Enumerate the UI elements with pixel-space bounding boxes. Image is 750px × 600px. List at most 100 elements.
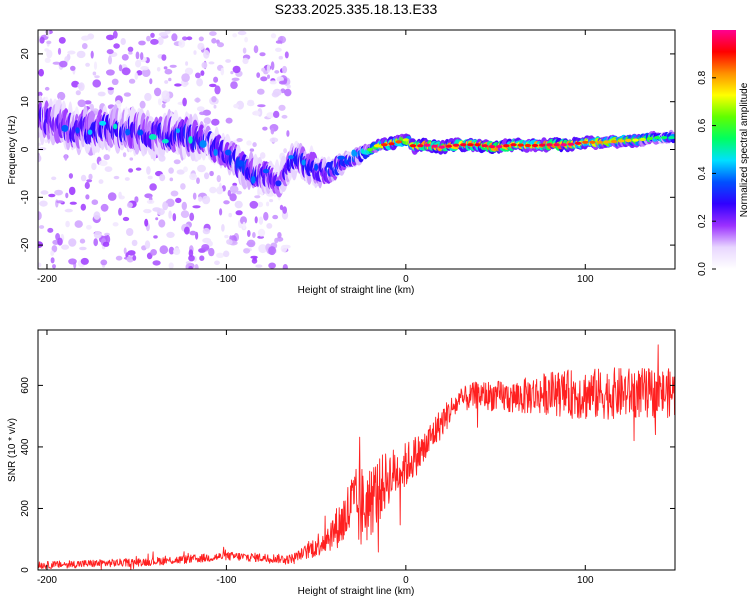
spectrogram-ridge-core bbox=[567, 142, 575, 146]
spectrogram-ridge-blob bbox=[99, 120, 107, 126]
spectrogram-ridge-core bbox=[417, 144, 424, 148]
spectrogram-noise-blob bbox=[220, 67, 225, 76]
spectrogram-noise-blob bbox=[168, 167, 174, 174]
spectrogram-ridge-blob bbox=[162, 138, 169, 144]
spectrogram-noise-blob bbox=[188, 255, 195, 262]
spectrogram-noise-blob bbox=[39, 200, 48, 207]
spectrogram-noise-blob bbox=[91, 162, 97, 171]
spectrogram-ridge-core bbox=[460, 143, 467, 147]
spectrogram-ridge-core bbox=[589, 140, 596, 144]
colorbar-label: Normalized spectral amplitude bbox=[739, 82, 750, 217]
spectrogram-noise-blob bbox=[106, 69, 115, 76]
spectrogram-noise-blob bbox=[154, 87, 162, 97]
colorbar-tick: 0.2 bbox=[697, 214, 708, 228]
spectrogram-noise-blob bbox=[169, 64, 177, 68]
spectrogram-noise-blob bbox=[164, 80, 169, 84]
spectrogram-noise-blob bbox=[196, 177, 200, 184]
spectrogram-noise-blob bbox=[84, 100, 92, 105]
spectrogram-noise-blob bbox=[48, 193, 56, 198]
spectrogram-noise-blob bbox=[70, 65, 76, 71]
spectrogram-noise-blob bbox=[229, 185, 239, 193]
spectrogram-noise-blob bbox=[278, 55, 283, 60]
spectrogram-noise-blob bbox=[161, 54, 167, 61]
spectrogram-noise-blob bbox=[166, 231, 175, 238]
spectrogram-noise-blob bbox=[52, 264, 56, 269]
spectrogram-noise-blob bbox=[266, 223, 273, 229]
spectrogram-ridge-core bbox=[409, 144, 417, 148]
spectrogram-noise-blob bbox=[218, 182, 222, 192]
spectrogram-noise-blob bbox=[44, 139, 48, 143]
spectrogram-noise-blob bbox=[270, 61, 275, 71]
spectrogram-noise-blob bbox=[246, 101, 255, 107]
spectrogram-ridge-core bbox=[503, 144, 510, 148]
spectrogram-noise-blob bbox=[240, 216, 247, 225]
spectrogram-noise-blob bbox=[57, 237, 63, 246]
spectrogram-noise-blob bbox=[270, 33, 277, 39]
spectrogram-noise-blob bbox=[232, 33, 238, 38]
spectrogram-ridge-core bbox=[560, 143, 567, 147]
spectrogram-ridge-core bbox=[524, 143, 532, 148]
spectrogram-noise-blob bbox=[213, 76, 219, 83]
spectrogram-noise-blob bbox=[217, 42, 224, 48]
spectrogram-noise-blob bbox=[147, 175, 153, 180]
spectrogram-ridge-core bbox=[445, 144, 453, 148]
spectrogram-noise-blob bbox=[68, 238, 77, 247]
spectrogram-ridge-blob bbox=[224, 149, 232, 156]
spectrogram-ridge-core bbox=[646, 136, 654, 141]
spectrogram-noise-blob bbox=[149, 183, 157, 191]
spectrogram-noise-blob bbox=[104, 166, 113, 173]
spectrogram-ridge-core bbox=[381, 143, 388, 147]
snr-axes: -200 -100 0 100 0 200 400 600 bbox=[20, 330, 675, 586]
spectrogram-noise-blob bbox=[88, 173, 93, 180]
spectrogram-ytick: -10 bbox=[20, 190, 31, 205]
spectrogram-ridge-blob bbox=[337, 155, 346, 160]
spectrogram-noise-blob bbox=[65, 192, 69, 199]
snr-ylabel: SNR (10 * v/v) bbox=[7, 418, 18, 482]
spectrogram-noise-blob bbox=[103, 154, 110, 161]
spectrogram-ridge-blob bbox=[237, 160, 244, 167]
spectrogram-noise-blob bbox=[214, 260, 220, 266]
spectrogram-noise-blob bbox=[112, 222, 119, 227]
spectrogram-noise-blob bbox=[223, 250, 230, 258]
spectrogram-ridge-core bbox=[517, 143, 524, 147]
spectrogram-noise-blob bbox=[278, 80, 287, 85]
spectrogram-noise-blob bbox=[224, 234, 229, 239]
spectrogram-noise-blob bbox=[106, 49, 114, 55]
spectrogram-noise-blob bbox=[211, 38, 217, 44]
spectrogram-xlabel: Height of straight line (km) bbox=[298, 285, 415, 296]
spectrogram-noise-blob bbox=[199, 111, 206, 116]
spectrogram-noise-blob bbox=[198, 196, 203, 202]
spectrogram-ridge-core bbox=[539, 143, 546, 147]
spectrogram-noise-blob bbox=[128, 168, 134, 173]
spectrogram-noise-blob bbox=[249, 148, 255, 152]
spectrogram-ridge-blob bbox=[262, 168, 269, 174]
snr-series-line bbox=[38, 344, 675, 570]
spectrogram-noise-blob bbox=[127, 250, 136, 256]
spectrogram-noise-blob bbox=[221, 224, 225, 232]
spectrogram-noise-blob bbox=[131, 239, 138, 247]
spectrogram-noise-blob bbox=[57, 47, 62, 55]
snr-xtick: 0 bbox=[403, 575, 409, 586]
spectrogram-ridge-core bbox=[625, 138, 632, 143]
spectrogram-noise-blob bbox=[157, 36, 164, 46]
snr-marks bbox=[38, 344, 675, 570]
spectrogram-noise-blob bbox=[197, 42, 205, 51]
spectrogram-noise-blob bbox=[279, 204, 284, 211]
spectrogram-noise-blob bbox=[226, 239, 233, 245]
spectrogram-ridge-core bbox=[510, 143, 517, 147]
spectrogram-noise-blob bbox=[201, 61, 208, 69]
spectrogram-noise-blob bbox=[82, 43, 88, 50]
spectrogram-noise-blob bbox=[168, 210, 172, 219]
spectrogram-ytick: 0 bbox=[20, 146, 31, 152]
spectrogram-noise-blob bbox=[230, 71, 234, 75]
spectrogram-ridge-core bbox=[610, 139, 618, 144]
spectrogram-noise-blob bbox=[270, 127, 275, 135]
spectrogram-noise-blob bbox=[181, 201, 187, 211]
spectrogram-noise-blob bbox=[254, 216, 258, 224]
spectrogram-xtick: -200 bbox=[37, 274, 57, 285]
spectrogram-ridge-core bbox=[366, 147, 374, 152]
spectrogram-noise-blob bbox=[196, 78, 204, 87]
spectrogram-noise-blob bbox=[67, 50, 76, 55]
